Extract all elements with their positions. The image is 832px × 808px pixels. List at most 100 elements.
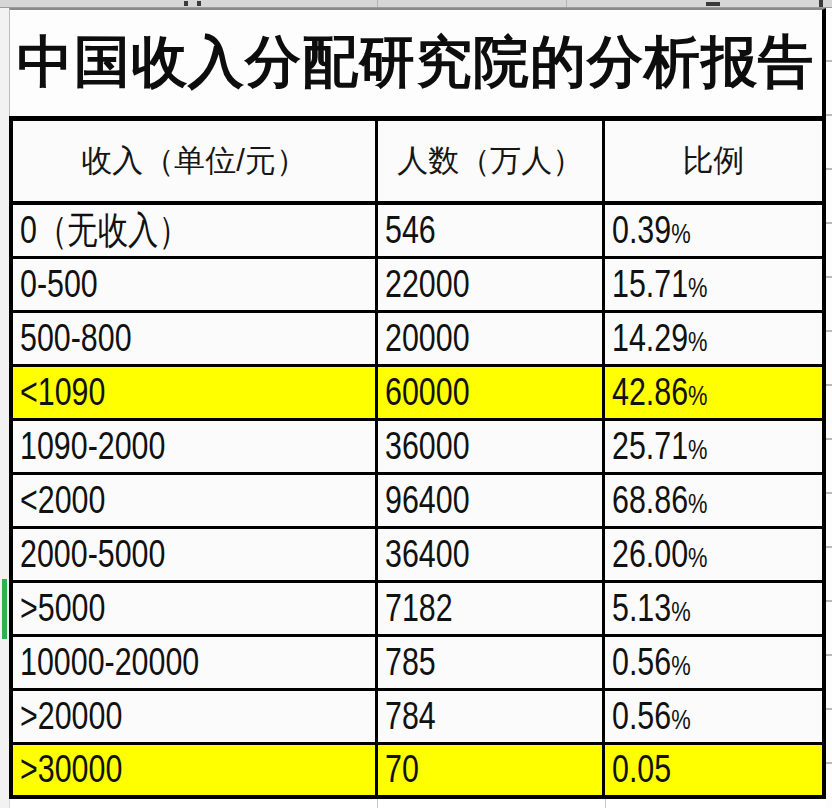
income-distribution-table: 收入（单位/元） 人数（万人） 比例 0（无收入） 5460.39% 0-500 22… — [9, 116, 826, 799]
cell-income[interactable]: <1090 — [11, 365, 377, 419]
cell-ratio[interactable]: 14.29% — [604, 311, 824, 365]
cell-text: 500-800 — [20, 317, 132, 360]
cell-text: >5000 — [20, 587, 105, 630]
table-row: <2000 96400 68.86% — [11, 473, 824, 527]
cell-people[interactable]: 20000 — [377, 311, 604, 365]
percent-sign: % — [671, 650, 690, 681]
cell-ratio[interactable]: 42.86% — [604, 365, 824, 419]
cell-text: 14.29% — [612, 317, 708, 360]
cell-income[interactable]: >30000 — [11, 743, 377, 797]
percent-sign: % — [688, 272, 707, 303]
table-row: >20000 784 0.56% — [11, 689, 824, 743]
cell-text: 42.86% — [612, 371, 708, 414]
cell-text: 0.56% — [612, 695, 691, 738]
table-row: <1090 60000 42.86% — [11, 365, 824, 419]
cell-income[interactable]: 0（无收入） — [11, 203, 377, 258]
cell-text: 0-500 — [20, 263, 98, 306]
cell-people[interactable]: 60000 — [377, 365, 604, 419]
sheet-column-header-strip — [0, 0, 832, 8]
cell-ratio[interactable]: 0.05 — [604, 743, 824, 797]
cell-people[interactable]: 784 — [377, 689, 604, 743]
column-letter-remnant-icon — [197, 1, 201, 6]
cell-people[interactable]: 36400 — [377, 527, 604, 581]
cell-text: 785 — [385, 641, 436, 684]
cell-income[interactable]: 10000-20000 — [11, 635, 377, 689]
percent-sign: % — [671, 596, 690, 627]
cell-text: 0.39% — [612, 209, 691, 252]
cell-text: 70 — [385, 748, 419, 791]
cell-people[interactable]: 22000 — [377, 257, 604, 311]
report-table-area: 中国收入分配研究院的分析报告 收入（单位/元） 人数（万人） 比例 0（无收入）… — [9, 8, 826, 799]
report-title-cell[interactable]: 中国收入分配研究院的分析报告 — [9, 8, 826, 116]
table-row: 0（无收入） 5460.39% — [11, 203, 824, 258]
cell-text: 784 — [385, 695, 436, 738]
cell-text: 0.56% — [612, 641, 691, 684]
column-header-people[interactable]: 人数（万人） — [377, 119, 604, 203]
cell-income[interactable]: 0-500 — [11, 257, 377, 311]
sheet-gridline — [566, 0, 567, 7]
cell-people[interactable]: 36000 — [377, 419, 604, 473]
cell-text: 15.71% — [612, 263, 708, 306]
cell-ratio[interactable]: 0.56% — [604, 635, 824, 689]
cell-ratio[interactable]: 15.71% — [604, 257, 824, 311]
percent-sign: % — [688, 326, 707, 357]
cell-income[interactable]: >5000 — [11, 581, 377, 635]
cell-ratio[interactable]: 68.86% — [604, 473, 824, 527]
cell-text: 36000 — [385, 425, 470, 468]
header-row: 收入（单位/元） 人数（万人） 比例 — [11, 119, 824, 203]
percent-sign: % — [688, 488, 707, 519]
column-header-ratio[interactable]: 比例 — [604, 119, 824, 203]
cell-people[interactable]: 70 — [377, 743, 604, 797]
cell-text: 0.05 — [612, 748, 671, 791]
table-row: 2000-5000 36400 26.00% — [11, 527, 824, 581]
cell-text: 5.13% — [612, 587, 691, 630]
table-row: >30000 70 0.05 — [11, 743, 824, 797]
cell-text: 0（无收入） — [20, 205, 189, 256]
cell-income[interactable]: 500-800 — [11, 311, 377, 365]
cell-text: 7182 — [385, 587, 453, 630]
cell-text: 20000 — [385, 317, 470, 360]
sheet-right-margin — [826, 8, 832, 808]
cell-ratio[interactable]: 0.56% — [604, 689, 824, 743]
cell-income[interactable]: <2000 — [11, 473, 377, 527]
cell-income[interactable]: 2000-5000 — [11, 527, 377, 581]
cell-text: <2000 — [20, 479, 105, 522]
cell-text: >20000 — [20, 695, 122, 738]
table-row: 10000-20000 785 0.56% — [11, 635, 824, 689]
cell-text: 96400 — [385, 479, 470, 522]
cell-text: 10000-20000 — [20, 641, 199, 684]
column-letter-remnant-icon — [184, 1, 188, 6]
column-header-income[interactable]: 收入（单位/元） — [11, 119, 377, 203]
cell-text: 1090-2000 — [20, 425, 165, 468]
cell-text: 26.00% — [612, 533, 708, 576]
cell-ratio[interactable]: 5.13% — [604, 581, 824, 635]
cell-people[interactable]: 96400 — [377, 473, 604, 527]
sheet-gridline — [377, 0, 378, 7]
cell-text: 36400 — [385, 533, 470, 576]
report-title: 中国收入分配研究院的分析报告 — [17, 25, 815, 101]
column-letter-remnant-icon — [706, 2, 720, 6]
cell-ratio[interactable]: 26.00% — [604, 527, 824, 581]
cell-text: 2000-5000 — [20, 533, 165, 576]
table-row: 500-800 20000 14.29% — [11, 311, 824, 365]
cell-ratio[interactable]: 25.71% — [604, 419, 824, 473]
cell-people[interactable]: 785 — [377, 635, 604, 689]
selected-cell-indicator — [2, 579, 7, 639]
table-row: 1090-2000 36000 25.71% — [11, 419, 824, 473]
cell-people[interactable]: 546 — [377, 203, 604, 258]
table-row: 0-500 22000 15.71% — [11, 257, 824, 311]
cell-text: 68.86% — [612, 479, 708, 522]
column-letter-remnant-icon — [819, 0, 823, 7]
cell-income[interactable]: >20000 — [11, 689, 377, 743]
cell-text: 22000 — [385, 263, 470, 306]
percent-sign: % — [688, 380, 707, 411]
table-body: 0（无收入） 5460.39% 0-500 22000 15.71% 500-800 200… — [11, 203, 824, 798]
percent-sign: % — [671, 218, 690, 249]
percent-sign: % — [688, 434, 707, 465]
cell-text: <1090 — [20, 371, 105, 414]
cell-people[interactable]: 7182 — [377, 581, 604, 635]
cell-ratio[interactable]: 0.39% — [604, 203, 824, 258]
cell-text: >30000 — [20, 748, 122, 791]
cell-text: 60000 — [385, 371, 470, 414]
cell-income[interactable]: 1090-2000 — [11, 419, 377, 473]
